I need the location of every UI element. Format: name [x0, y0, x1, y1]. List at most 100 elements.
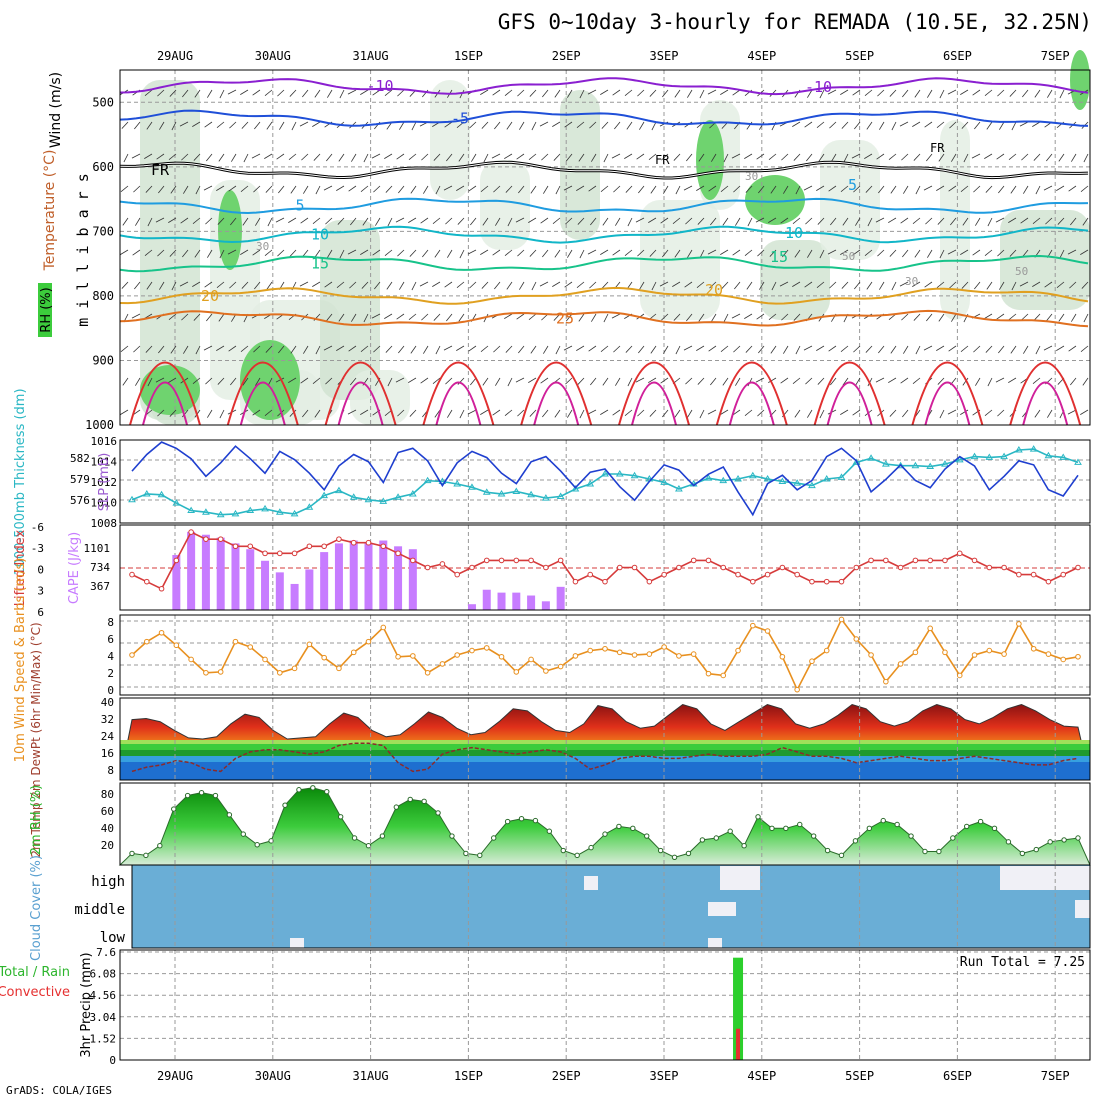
wind-barb: [325, 217, 333, 225]
wind-barb: [229, 121, 237, 129]
wind-barb: [480, 249, 489, 255]
wind-barb: [611, 313, 621, 319]
wind-barb: [252, 89, 261, 96]
wind-barb: [926, 153, 933, 162]
isotherm-label: 15: [770, 248, 788, 266]
thickness-point: [128, 495, 136, 503]
wind-barb: [888, 377, 897, 383]
wind-barb: [217, 377, 225, 385]
wind-barb: [350, 217, 357, 226]
wind-barb: [133, 345, 141, 353]
wind-barb: [782, 249, 789, 258]
wind-barb: [673, 153, 681, 161]
cape-bar: [379, 540, 388, 610]
wind-speed-point: [158, 629, 165, 636]
wind-barb: [278, 345, 285, 354]
thickness-point: [822, 475, 831, 482]
slp-tick: 1014: [91, 456, 118, 469]
temp-tick: 16: [101, 747, 114, 760]
rh-point: [810, 833, 817, 839]
lifted-index-point: [483, 557, 490, 564]
wind-barb: [1082, 217, 1089, 226]
lifted-index-point: [321, 543, 327, 550]
wind-barb: [963, 153, 969, 163]
wind-speed-point: [1045, 651, 1052, 657]
wind-barb: [638, 185, 645, 194]
wind-barb: [253, 185, 261, 193]
pressure-tick: 700: [92, 224, 114, 238]
wind-barb: [529, 89, 537, 97]
wind-speed-point: [129, 652, 135, 658]
wind-barb: [1046, 153, 1053, 162]
wind-barb: [301, 153, 309, 161]
li-tick: -3: [31, 542, 44, 555]
wind-speed-point: [439, 661, 446, 667]
wind-barb: [399, 121, 405, 130]
slp-axis-label: SLP (mb): [97, 453, 112, 512]
wind-barb: [312, 377, 321, 384]
wind-barb: [889, 409, 897, 417]
wind-barb: [300, 377, 309, 384]
wind-barb: [373, 345, 381, 353]
wind-barb: [336, 281, 345, 288]
wind-barb: [744, 249, 753, 256]
lifted-index-point: [883, 557, 889, 564]
wind-barb: [230, 217, 237, 226]
wind-barb: [243, 153, 249, 163]
wind-barb: [648, 217, 657, 223]
wind-barb: [565, 217, 573, 225]
wind-barb: [961, 121, 969, 129]
rh-point: [894, 821, 900, 828]
wind-barb: [216, 345, 225, 351]
thickness-point: [763, 475, 772, 482]
lifted-index-point: [764, 571, 771, 578]
wind-tick: 4: [107, 650, 114, 663]
wind-barb: [231, 153, 237, 162]
rh-point: [532, 817, 539, 824]
wind-barb: [696, 185, 705, 191]
wind-barb: [348, 345, 357, 352]
wind-barb: [347, 409, 357, 415]
wind-barb: [493, 345, 501, 353]
wind-barb: [290, 345, 297, 354]
wind-barb: [240, 185, 249, 192]
wind-barb: [949, 281, 957, 289]
wind-barb: [817, 217, 825, 225]
wind-barb: [120, 345, 129, 352]
wind-barb: [831, 153, 837, 162]
legend-temperature: Temperature (°C): [42, 150, 58, 272]
wind-barb: [793, 153, 801, 161]
wind-barb: [591, 313, 597, 322]
wind-speed-point: [469, 647, 475, 654]
rh-point: [491, 835, 497, 841]
wind-barb: [504, 313, 513, 319]
wind-barb: [1010, 345, 1017, 354]
lifted-index-point: [897, 564, 904, 571]
wind-barb: [675, 185, 681, 195]
wind-barb: [913, 313, 921, 321]
wind-barb: [325, 377, 333, 385]
wind-barb: [579, 409, 585, 419]
wind-barb: [975, 377, 981, 386]
top-day-label: 4SEP: [747, 49, 776, 63]
wind-barb: [1068, 185, 1077, 192]
wind-speed-point: [513, 669, 520, 675]
wind-speed-point: [809, 658, 815, 665]
rh-point: [922, 848, 928, 855]
isotherm-label: FR: [151, 161, 170, 179]
wind-barb: [539, 121, 549, 127]
wind-barb: [289, 409, 297, 417]
wind-barb: [613, 185, 621, 193]
wind-speed-point: [779, 653, 786, 660]
wind-barb: [769, 249, 777, 257]
wind-barb: [299, 281, 309, 287]
wind-barb: [207, 409, 213, 418]
rh-point: [713, 835, 719, 841]
wind-barb: [684, 281, 693, 288]
wind-barb: [480, 409, 489, 415]
wind-barb: [468, 345, 477, 352]
wind-barb: [635, 217, 645, 223]
wind-speed-point: [291, 665, 298, 672]
rh-point: [852, 838, 859, 844]
wind-speed-line: [131, 617, 1079, 692]
